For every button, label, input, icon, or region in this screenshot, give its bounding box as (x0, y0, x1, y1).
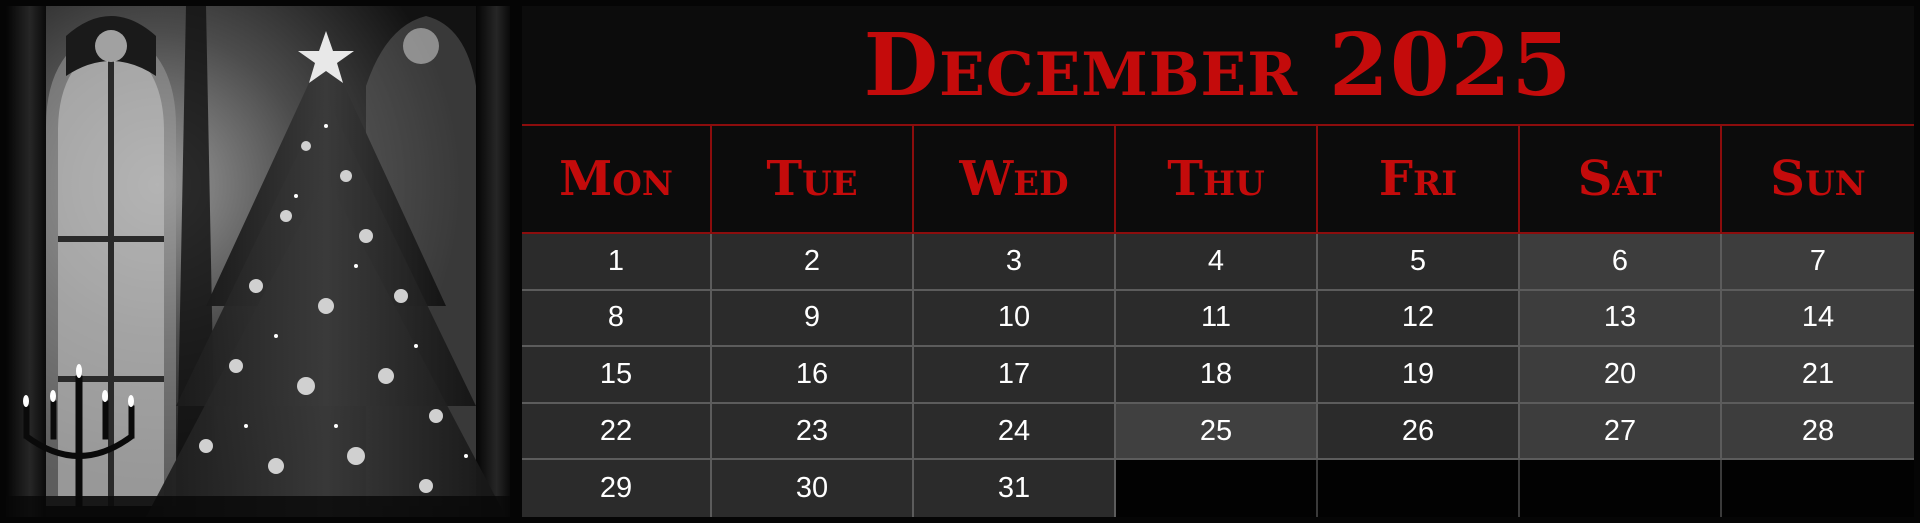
weekday-wed: Wed (914, 126, 1116, 232)
day-cell: 10 (914, 290, 1116, 348)
day-cell-weekend: 14 (1722, 290, 1914, 348)
day-cell-weekend: 7 (1722, 234, 1914, 291)
day-cell: 16 (712, 347, 914, 404)
day-cell: 17 (914, 347, 1116, 404)
weekday-mon: Mon (522, 126, 712, 232)
star-topper-icon (298, 31, 354, 83)
day-cell: 3 (914, 234, 1116, 291)
day-cell-weekend: 28 (1722, 403, 1914, 461)
days-grid: 1 2 3 4 5 6 7 8 9 10 11 12 13 14 15 16 1… (522, 234, 1914, 517)
weekday-fri: Fri (1318, 126, 1520, 232)
empty-day-cell (1722, 460, 1914, 517)
day-cell: 23 (712, 403, 914, 461)
day-cell: 24 (914, 403, 1116, 461)
weekday-header-row: Mon Tue Wed Thu Fri Sat Sun (522, 124, 1914, 234)
day-cell-weekend: 13 (1520, 290, 1722, 348)
empty-day-cell (1116, 460, 1318, 517)
day-cell: 22 (522, 403, 712, 461)
christmas-tree-icon (146, 46, 506, 517)
day-cell: 9 (712, 290, 914, 348)
empty-day-cell (1520, 460, 1722, 517)
christmas-tree-photo (6, 6, 510, 517)
day-cell: 4 (1116, 234, 1318, 291)
month-calendar: December 2025 Mon Tue Wed Thu Fri Sat Su… (522, 6, 1914, 517)
day-cell: 11 (1116, 290, 1318, 348)
weekday-thu: Thu (1116, 126, 1318, 232)
month-title: December 2025 (522, 6, 1914, 124)
empty-day-cell (1318, 460, 1520, 517)
day-cell: 19 (1318, 347, 1520, 404)
day-cell-highlighted: 25 (1116, 403, 1318, 461)
day-cell: 2 (712, 234, 914, 291)
weekday-sun: Sun (1770, 151, 1866, 207)
day-cell: 31 (914, 460, 1116, 517)
weekday-tue: Tue (712, 126, 914, 232)
day-cell: 15 (522, 347, 712, 404)
day-cell: 26 (1318, 403, 1520, 461)
day-cell: 18 (1116, 347, 1318, 404)
day-cell: 8 (522, 290, 712, 348)
gothic-window-icon (46, 16, 176, 506)
day-cell: 5 (1318, 234, 1520, 291)
day-cell-weekend: 20 (1520, 347, 1722, 404)
weekday-sat: Sat (1520, 126, 1722, 232)
day-cell: 29 (522, 460, 712, 517)
day-cell-weekend: 27 (1520, 403, 1722, 461)
day-cell-weekend: 21 (1722, 347, 1914, 404)
candelabra-icon (23, 364, 135, 507)
day-cell: 30 (712, 460, 914, 517)
day-cell: 12 (1318, 290, 1520, 348)
day-cell-weekend: 6 (1520, 234, 1722, 291)
day-cell: 1 (522, 234, 712, 291)
